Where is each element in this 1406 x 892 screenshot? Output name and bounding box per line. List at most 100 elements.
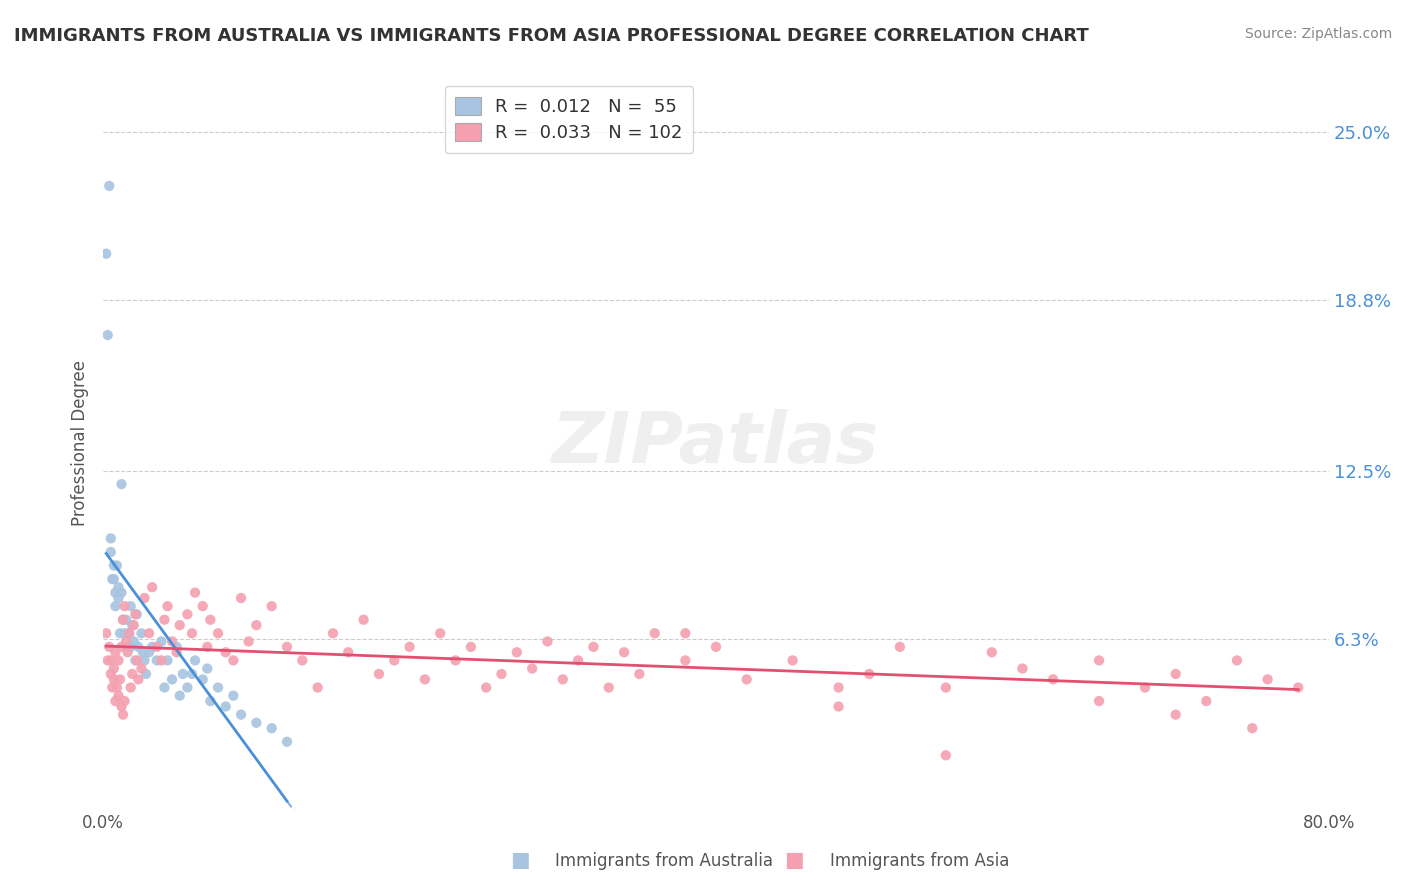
- Point: [382, 653, 405, 667]
- Point: [166, 640, 188, 654]
- Point: [156, 653, 179, 667]
- Point: [704, 640, 727, 654]
- Point: [120, 640, 142, 654]
- Point: [110, 585, 132, 599]
- Text: Immigrants from Asia: Immigrants from Asia: [830, 852, 1010, 870]
- Text: Immigrants from Australia: Immigrants from Australia: [555, 852, 773, 870]
- Point: [889, 640, 911, 654]
- Point: [536, 634, 558, 648]
- Point: [413, 673, 436, 687]
- Point: [150, 634, 173, 648]
- Point: [1286, 681, 1309, 695]
- Point: [110, 477, 132, 491]
- Point: [110, 699, 132, 714]
- Point: [935, 748, 957, 763]
- Point: [127, 673, 149, 687]
- Point: [110, 640, 132, 654]
- Point: [103, 673, 125, 687]
- Point: [101, 681, 124, 695]
- Point: [169, 689, 191, 703]
- Point: [1088, 694, 1111, 708]
- Point: [1164, 667, 1187, 681]
- Point: [108, 673, 131, 687]
- Point: [103, 572, 125, 586]
- Point: [222, 689, 245, 703]
- Point: [215, 645, 238, 659]
- Point: [1257, 673, 1279, 687]
- Point: [150, 653, 173, 667]
- Legend: R =  0.012   N =  55, R =  0.033   N = 102: R = 0.012 N = 55, R = 0.033 N = 102: [444, 87, 693, 153]
- Point: [160, 634, 183, 648]
- Text: ■: ■: [785, 850, 804, 870]
- Point: [135, 667, 157, 681]
- Point: [181, 626, 204, 640]
- Point: [191, 599, 214, 614]
- Point: [120, 681, 142, 695]
- Point: [141, 640, 163, 654]
- Point: [104, 599, 127, 614]
- Point: [1241, 721, 1264, 735]
- Point: [238, 634, 260, 648]
- Point: [337, 645, 360, 659]
- Point: [567, 653, 589, 667]
- Point: [1164, 707, 1187, 722]
- Point: [156, 599, 179, 614]
- Point: [827, 699, 849, 714]
- Point: [145, 640, 167, 654]
- Point: [207, 626, 229, 640]
- Point: [169, 618, 191, 632]
- Point: [444, 653, 467, 667]
- Point: [114, 599, 136, 614]
- Point: [176, 607, 198, 622]
- Point: [291, 653, 314, 667]
- Point: [782, 653, 804, 667]
- Text: ZIPatlas: ZIPatlas: [553, 409, 880, 478]
- Point: [276, 640, 298, 654]
- Point: [260, 721, 283, 735]
- Point: [229, 591, 252, 605]
- Text: IMMIGRANTS FROM AUSTRALIA VS IMMIGRANTS FROM ASIA PROFESSIONAL DEGREE CORRELATIO: IMMIGRANTS FROM AUSTRALIA VS IMMIGRANTS …: [14, 27, 1088, 45]
- Point: [124, 653, 146, 667]
- Point: [1088, 653, 1111, 667]
- Point: [122, 634, 145, 648]
- Point: [100, 545, 122, 559]
- Point: [100, 653, 122, 667]
- Point: [98, 640, 121, 654]
- Point: [1226, 653, 1249, 667]
- Point: [104, 585, 127, 599]
- Point: [138, 626, 160, 640]
- Point: [138, 645, 160, 659]
- Point: [114, 694, 136, 708]
- Point: [181, 667, 204, 681]
- Point: [245, 715, 267, 730]
- Point: [200, 694, 222, 708]
- Point: [176, 681, 198, 695]
- Point: [1195, 694, 1218, 708]
- Point: [125, 653, 148, 667]
- Point: [475, 681, 498, 695]
- Point: [200, 613, 222, 627]
- Point: [125, 607, 148, 622]
- Point: [184, 585, 207, 599]
- Point: [103, 558, 125, 573]
- Point: [96, 626, 118, 640]
- Point: [506, 645, 529, 659]
- Point: [153, 681, 176, 695]
- Point: [100, 667, 122, 681]
- Point: [673, 653, 696, 667]
- Point: [353, 613, 375, 627]
- Point: [191, 673, 214, 687]
- Point: [105, 558, 128, 573]
- Point: [122, 618, 145, 632]
- Point: [112, 613, 135, 627]
- Point: [134, 653, 156, 667]
- Point: [222, 653, 245, 667]
- Point: [980, 645, 1002, 659]
- Point: [735, 673, 758, 687]
- Point: [118, 626, 141, 640]
- Point: [1011, 661, 1033, 675]
- Point: [229, 707, 252, 722]
- Point: [105, 681, 128, 695]
- Point: [491, 667, 513, 681]
- Point: [322, 626, 344, 640]
